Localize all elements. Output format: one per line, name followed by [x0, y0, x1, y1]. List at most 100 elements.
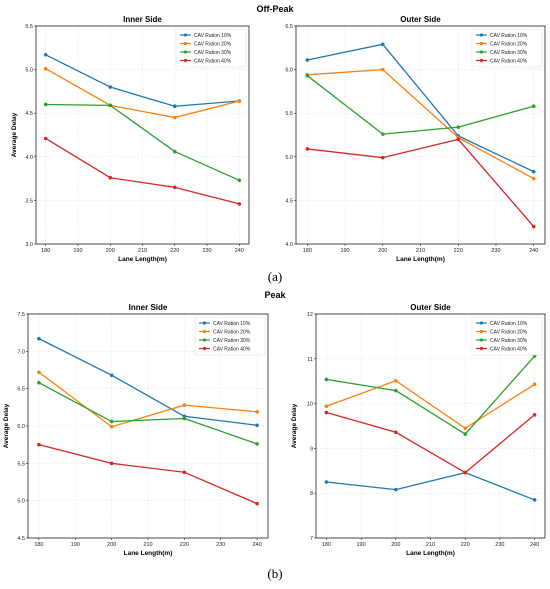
data-point [109, 461, 114, 466]
data-point [532, 382, 537, 387]
y-tick-label: 6.5 [285, 24, 293, 30]
legend-entry: CAV Ration 40% [213, 346, 251, 352]
y-tick-label: 4.5 [17, 536, 25, 542]
x-tick-label: 230 [216, 542, 225, 548]
series-line-4 [38, 444, 258, 505]
data-point [380, 67, 385, 72]
legend-box [471, 316, 543, 356]
series-line-4 [307, 138, 535, 227]
legend-entry: CAV Ration 20% [490, 41, 528, 47]
x-tick-label: 190 [357, 542, 366, 548]
series-line-1 [38, 338, 258, 426]
y-tick-label: 6.0 [285, 68, 293, 74]
series-line-2 [326, 380, 535, 429]
y-tick-label: 4.0 [25, 155, 33, 161]
x-tick-label: 240 [252, 542, 261, 548]
data-point [37, 380, 41, 385]
y-tick-label: 8 [310, 491, 313, 497]
legend-entry: CAV Ration 40% [490, 58, 528, 64]
data-point [324, 480, 329, 484]
supertitle-peak: Peak [264, 290, 286, 300]
legend-box [175, 28, 247, 68]
y-tick-label: 5.0 [17, 499, 25, 505]
data-point [394, 487, 398, 492]
data-point [109, 424, 114, 429]
y-tick-label: 3.5 [25, 198, 33, 204]
data-point [43, 102, 48, 107]
x-tick-label: 180 [41, 248, 50, 254]
legend: CAV Ration 10% CAV Ration 20% CAV Ration 3… [194, 316, 266, 356]
series-line-2 [38, 371, 258, 428]
x-tick-label: 210 [143, 542, 152, 548]
y-tick-label: 7 [310, 536, 313, 542]
data-point [108, 175, 113, 180]
y-tick-label: 11 [307, 357, 313, 363]
x-tick-label: 180 [34, 542, 43, 548]
x-tick-label: 220 [180, 542, 189, 548]
x-tick-label: 220 [454, 248, 463, 254]
data-point [255, 442, 259, 446]
series-line-1 [326, 471, 535, 501]
series-line-4 [326, 411, 536, 474]
x-tick-label: 190 [73, 248, 82, 254]
data-point [532, 413, 537, 417]
data-point [394, 378, 398, 383]
legend-swatch-marker [479, 346, 484, 351]
x-tick-label: 220 [461, 542, 470, 548]
y-tick-label: 7.0 [17, 349, 25, 355]
y-tick-label: 5.0 [285, 155, 293, 161]
data-point [324, 404, 329, 409]
x-tick-label: 180 [303, 248, 312, 254]
data-point [531, 176, 536, 181]
y-axis-label: Average Delay [291, 403, 298, 448]
data-point [324, 377, 329, 382]
series-line-3 [38, 382, 258, 445]
legend-swatch-marker [479, 41, 484, 46]
legend: CAV Ration 10% CAV Ration 20% CAV Ration 3… [175, 28, 247, 68]
x-tick-label: 200 [378, 248, 387, 254]
legend-swatch-marker [183, 41, 188, 46]
y-tick-label: 3.0 [25, 242, 33, 248]
y-axis-label: Average Delay [3, 403, 10, 448]
legend-entry: CAV Ration 10% [490, 321, 528, 327]
data-point [463, 470, 467, 475]
x-tick-label: 210 [416, 248, 425, 254]
x-tick-label: 210 [138, 248, 147, 254]
data-point [532, 498, 537, 502]
data-point [37, 336, 41, 341]
legend-swatch-marker [479, 50, 484, 54]
x-tick-label: 200 [107, 542, 116, 548]
legend-entry: CAV Ration 30% [490, 50, 528, 56]
y-tick-label: 9 [310, 446, 313, 452]
data-point [182, 403, 187, 407]
legend-swatch-marker [202, 346, 207, 351]
legend-entry: CAV Ration 10% [213, 321, 251, 327]
y-tick-label: 10 [307, 402, 313, 408]
data-point [109, 419, 114, 424]
legend-box [194, 316, 266, 356]
chart-panel-2: 180 190 200 210 220 230 240 4.5 5.0 5.5 6.0 6.5 7.0 7… [3, 303, 269, 557]
legend-entry: CAV Ration 10% [194, 33, 232, 39]
data-point [394, 388, 398, 393]
x-tick-label: 240 [529, 248, 538, 254]
data-point [255, 501, 259, 506]
legend-entry: CAV Ration 20% [490, 329, 528, 335]
data-point [172, 115, 177, 120]
y-tick-label: 6.0 [17, 424, 25, 430]
supertitle-offpeak: Off-Peak [256, 4, 294, 14]
y-tick-label: 5.5 [25, 24, 33, 30]
x-tick-label: 230 [202, 248, 211, 254]
y-tick-label: 5.0 [25, 68, 33, 74]
data-point [463, 432, 467, 436]
data-point [37, 370, 41, 375]
data-point [463, 426, 467, 431]
x-tick-label: 200 [106, 248, 115, 254]
chart-title: Outer Side [400, 15, 441, 24]
series-line-3 [306, 75, 534, 135]
data-point [109, 373, 114, 378]
data-point [43, 52, 48, 57]
figure-label-b: (b) [267, 566, 282, 581]
data-point [380, 42, 385, 47]
legend-swatch-marker [202, 321, 207, 325]
